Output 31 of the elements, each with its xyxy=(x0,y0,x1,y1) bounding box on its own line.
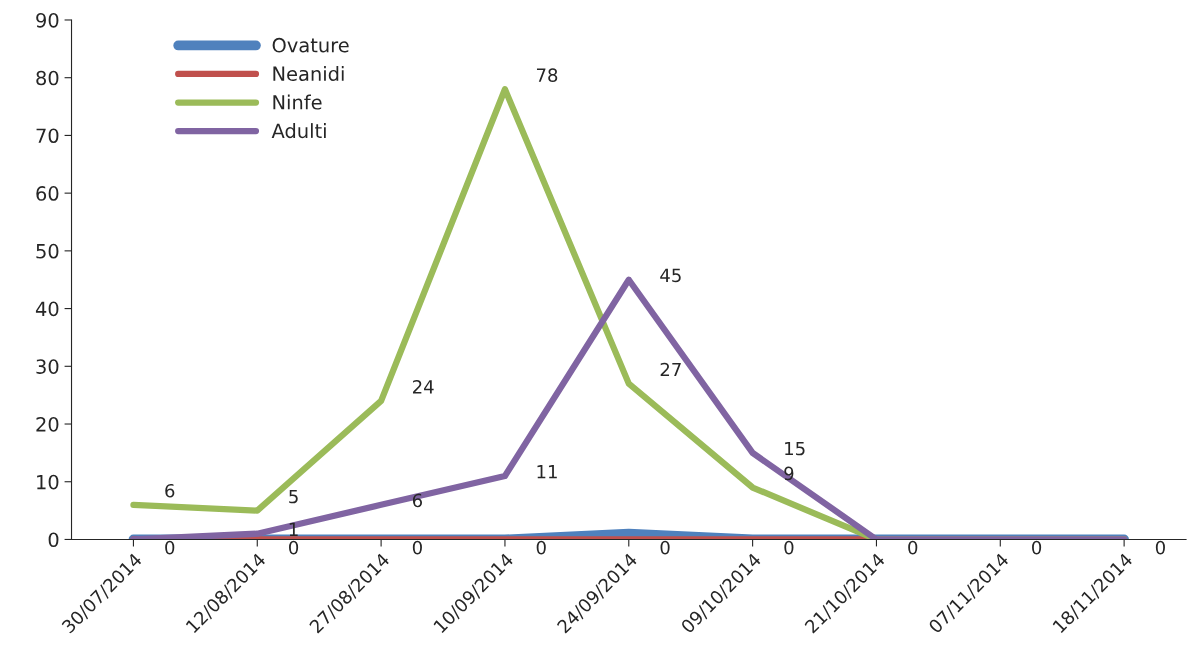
data-label: 0 xyxy=(660,540,670,555)
data-label: 0 xyxy=(412,540,422,555)
y-tick-label: 30 xyxy=(36,359,59,374)
data-label: 0 xyxy=(908,540,918,555)
data-label: 0 xyxy=(289,540,299,555)
data-label: 0 xyxy=(1155,540,1165,555)
data-label: 0 xyxy=(536,540,546,555)
data-label: 78 xyxy=(536,68,558,82)
data-label: 0 xyxy=(784,540,794,555)
data-label: 11 xyxy=(537,465,557,479)
legend-label: Ninfe xyxy=(273,94,322,110)
legend-label: Adulti xyxy=(271,123,326,139)
data-label: 45 xyxy=(660,268,681,283)
data-label: 5 xyxy=(289,489,298,504)
data-label: 0 xyxy=(165,540,175,555)
y-tick-label: 50 xyxy=(36,243,59,259)
y-tick-label: 40 xyxy=(35,301,59,317)
data-label: 24 xyxy=(412,380,434,394)
data-label: 6 xyxy=(165,483,175,498)
data-label: 27 xyxy=(660,362,681,377)
y-tick-label: 10 xyxy=(37,474,59,490)
y-tick-label: 80 xyxy=(36,70,59,86)
legend-label: Neanidi xyxy=(273,66,344,82)
y-tick-label: 70 xyxy=(36,128,59,144)
data-label: 0 xyxy=(1032,540,1042,555)
y-tick-label: 0 xyxy=(48,532,59,548)
data-label: 15 xyxy=(785,441,805,456)
y-tick-label: 90 xyxy=(36,12,59,28)
legend-label: Ovature xyxy=(272,37,349,53)
y-tick-label: 60 xyxy=(36,186,59,201)
y-tick-label: 20 xyxy=(36,416,59,432)
